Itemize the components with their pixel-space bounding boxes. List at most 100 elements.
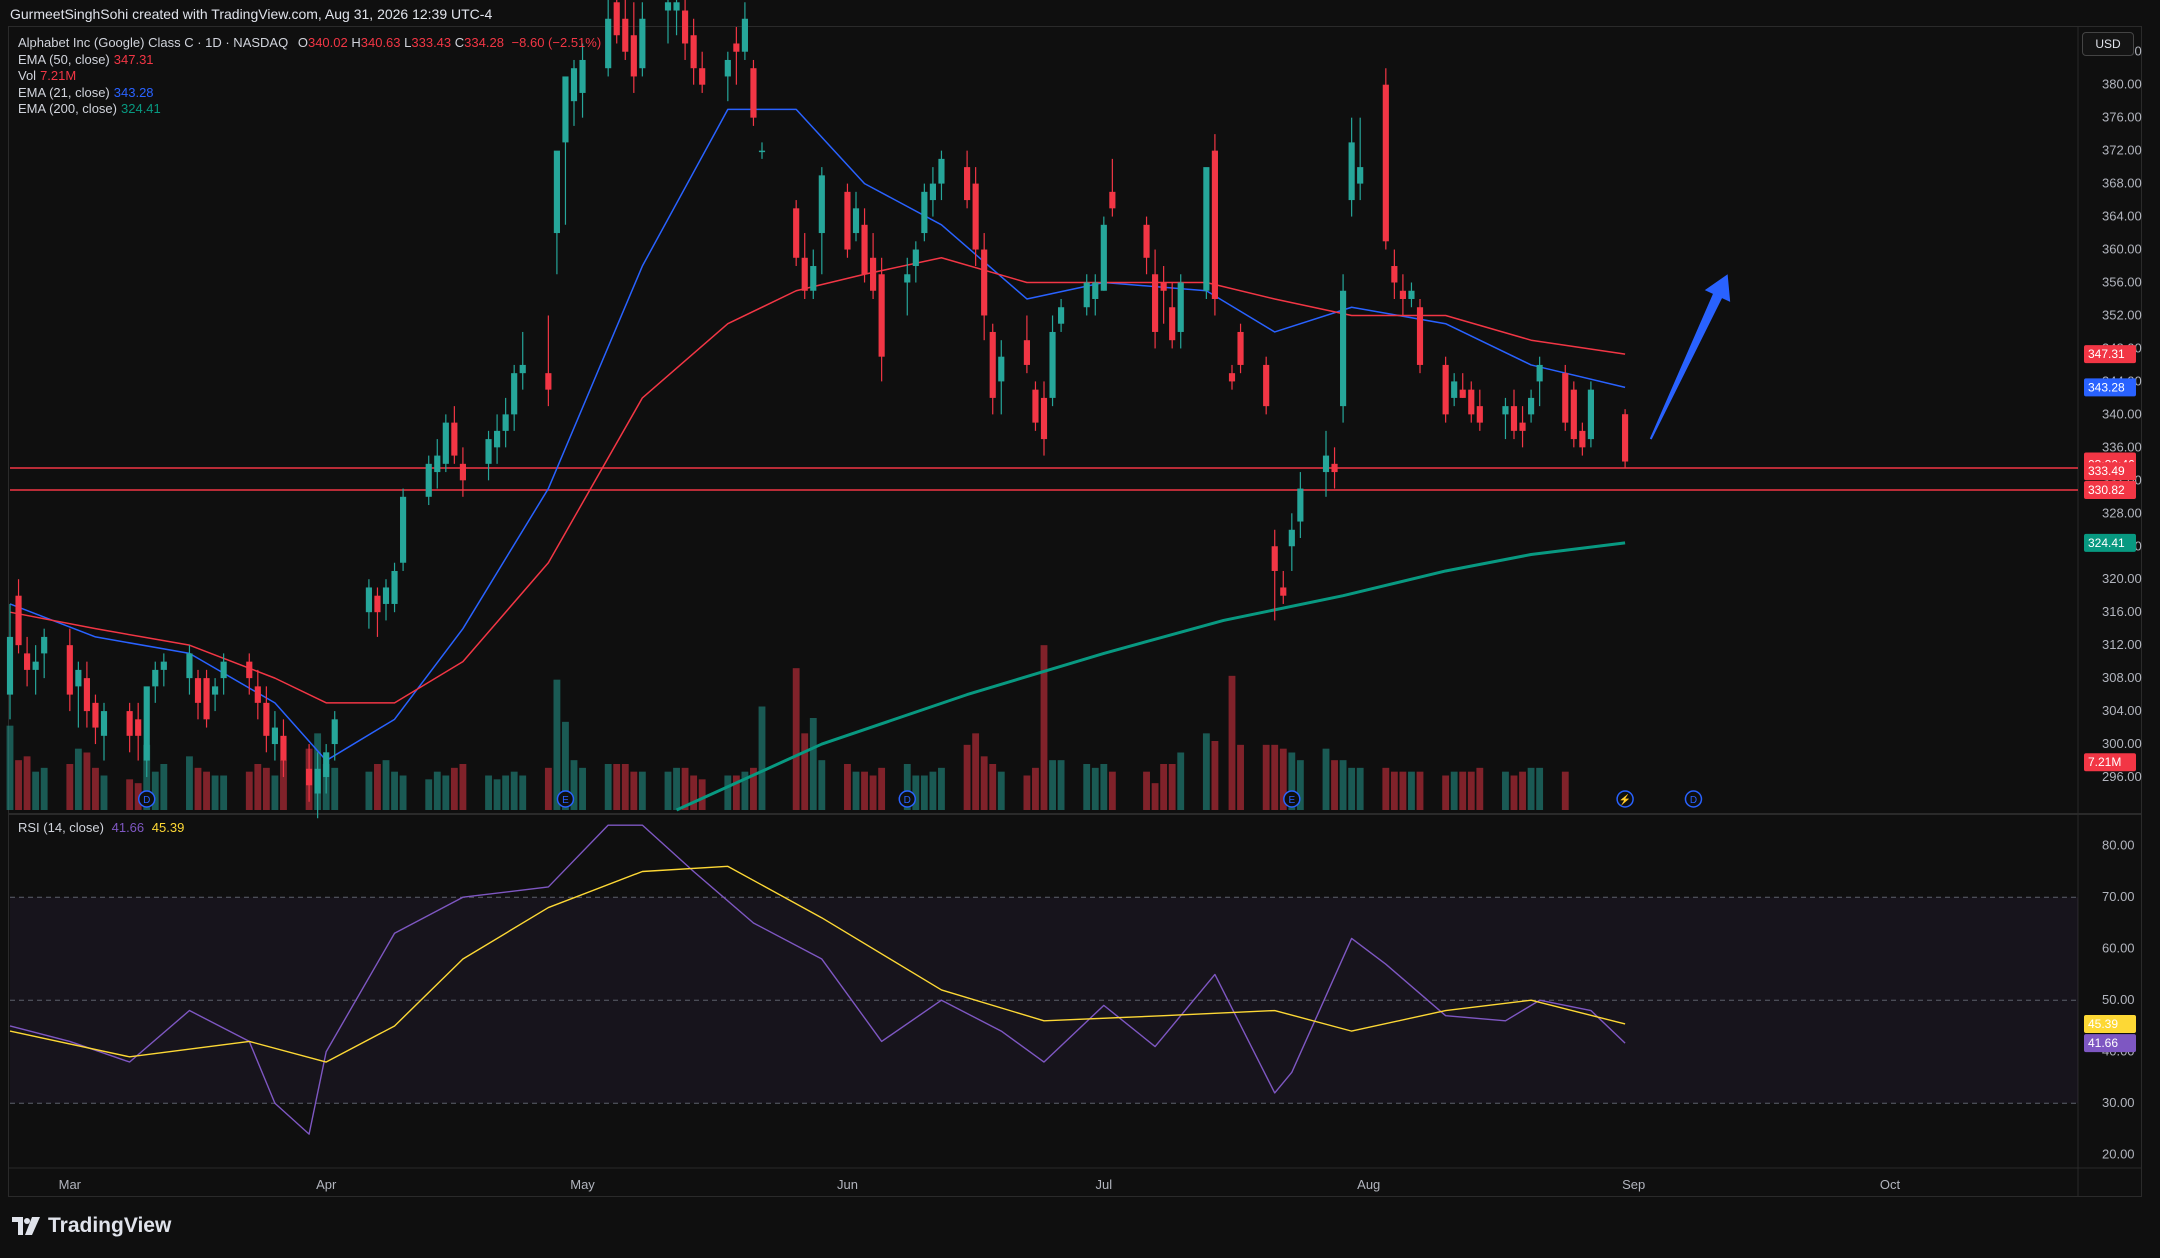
candle-body [1049, 331, 1056, 398]
rsi-legend[interactable]: RSI (14, close) 41.66 45.39 [18, 820, 184, 837]
price-axis-label: 343.28 [2088, 380, 2125, 394]
candle-body [1468, 389, 1475, 415]
symbol-name[interactable]: Alphabet Inc (Google) Class C · 1D · NAS… [18, 35, 289, 50]
price-tick-label: 360.00 [2102, 242, 2142, 257]
candle-body [1476, 406, 1483, 423]
candle-body [1177, 282, 1184, 332]
price-tick-label: 376.00 [2102, 110, 2142, 125]
volume-bar [801, 733, 809, 810]
volume-bar [1442, 775, 1450, 810]
rsi-axis-label-bg [2084, 1034, 2136, 1053]
candle-body [1408, 290, 1415, 299]
candle-body [741, 18, 748, 52]
candle-body [1442, 364, 1449, 415]
candle-body [1280, 587, 1287, 596]
rsi-axis-label: 41.66 [2088, 1036, 2118, 1050]
rsi-tick-label: 70.00 [2102, 889, 2135, 904]
volume-bar [23, 756, 31, 810]
volume-bar [1416, 771, 1424, 810]
candle-body [100, 711, 108, 736]
price-axis-label-bg [2084, 345, 2136, 364]
price-axis-label: 333.49 [2088, 464, 2125, 478]
candle-body [6, 636, 14, 695]
candle-body [271, 727, 278, 745]
candle-body [673, 2, 680, 11]
candle-body [1023, 340, 1030, 365]
candle-body [690, 35, 697, 69]
volume-bar [604, 764, 612, 810]
candle-body [280, 735, 287, 761]
candle-body [323, 752, 330, 778]
price-tick-label: 364.00 [2102, 209, 2142, 224]
candle-body [1451, 381, 1458, 398]
volume-bar [1288, 752, 1296, 810]
candle-body [1579, 430, 1586, 448]
volume-bar [1057, 760, 1065, 810]
rsi-label: RSI (14, close) [18, 820, 104, 835]
volume-bar [151, 771, 159, 810]
candle-body [861, 224, 868, 275]
volume-bar [271, 775, 279, 810]
candle-body [1528, 397, 1535, 415]
candle-body [83, 678, 90, 712]
volume-bar [365, 771, 373, 810]
rsi-tick-label: 80.00 [2102, 838, 2135, 853]
volume-bar [1561, 771, 1569, 810]
legend-vol[interactable]: Vol 7.21M [18, 68, 601, 85]
legend-ema200[interactable]: EMA (200, close) 324.41 [18, 101, 601, 118]
candle-body [1263, 364, 1270, 407]
candle-body [502, 414, 509, 431]
candle-body [459, 463, 466, 481]
volume-bar [502, 775, 510, 810]
candle-body [263, 702, 270, 736]
candle-body [1211, 150, 1218, 299]
legend-ema50[interactable]: EMA (50, close) 347.31 [18, 52, 601, 69]
candle-body [1562, 373, 1569, 423]
candle-body [24, 653, 31, 670]
rsi-tick-label: 50.00 [2102, 992, 2135, 1007]
candle-body [750, 68, 757, 118]
volume-bar [15, 760, 22, 810]
candle-body [878, 274, 885, 357]
volume-bar [143, 744, 151, 810]
price-tick-label: 340.00 [2102, 406, 2142, 421]
rsi-axis-label: 45.39 [2088, 1017, 2118, 1031]
volume-bar [818, 760, 826, 810]
candle-body [870, 257, 877, 291]
candle-body [1536, 364, 1543, 382]
ohlc-c-value: 334.28 [464, 35, 504, 50]
volume-bar [929, 771, 937, 810]
ohlc-l-value: 333.43 [411, 35, 452, 50]
time-tick-label: Apr [316, 1177, 337, 1192]
volume-bar [1049, 760, 1056, 810]
volume-bar [1331, 760, 1338, 810]
volume-bar [690, 775, 698, 810]
candle-body [639, 18, 646, 69]
candle-body [15, 595, 22, 646]
volume-bar [1202, 733, 1210, 810]
candle-body [981, 249, 988, 316]
legend-ema21[interactable]: EMA (21, close) 343.28 [18, 85, 601, 102]
volume-bar [6, 725, 14, 810]
event-marker-letter: E [1288, 795, 1295, 806]
candle-body [400, 496, 407, 563]
volume-bar [1339, 760, 1347, 810]
event-marker-letter: D [1690, 795, 1697, 806]
volume-bar [203, 771, 210, 810]
candle-body [630, 35, 637, 77]
candle-body [246, 661, 253, 679]
candle-body [519, 364, 526, 374]
candle-body [66, 645, 73, 695]
event-marker-letter: E [562, 795, 569, 806]
candle-body [818, 175, 825, 234]
candle-body [1228, 373, 1236, 382]
candle-body [314, 768, 321, 794]
volume-bar [1459, 771, 1467, 810]
candle-body [1092, 282, 1099, 299]
volume-bar [493, 779, 501, 810]
price-tick-label: 372.00 [2102, 143, 2142, 158]
volume-bar [220, 775, 228, 810]
currency-button[interactable]: USD [2082, 32, 2134, 56]
candle-body [622, 18, 629, 52]
